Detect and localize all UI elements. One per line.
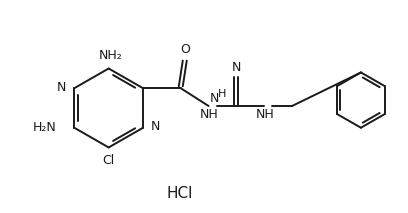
Text: HCl: HCl [167, 186, 193, 201]
Text: H₂N: H₂N [33, 121, 56, 134]
Text: NH: NH [256, 108, 275, 121]
Text: N: N [210, 92, 219, 105]
Text: NH₂: NH₂ [99, 49, 122, 62]
Text: H: H [218, 89, 227, 99]
Text: O: O [180, 43, 190, 56]
Text: N: N [151, 120, 160, 133]
Text: N: N [57, 81, 67, 94]
Text: Cl: Cl [102, 154, 115, 167]
Text: NH: NH [200, 108, 219, 121]
Text: N: N [232, 61, 241, 74]
